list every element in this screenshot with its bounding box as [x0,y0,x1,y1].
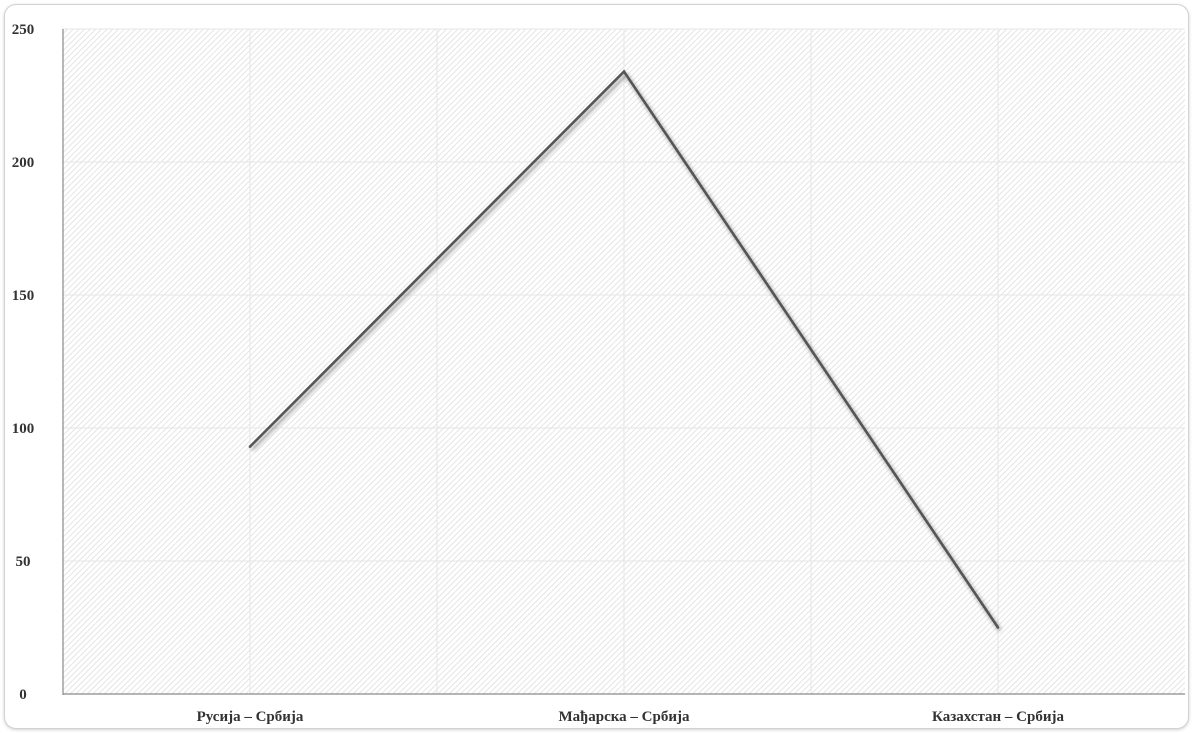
x-tick-label: Казахстан – Србија [932,709,1064,725]
y-tick-labels: 0 50 100 150 200 250 [12,22,35,703]
data-point [996,626,1000,629]
y-tick-label: 250 [12,22,35,38]
axes [62,29,1185,695]
y-tick-label: 100 [12,421,35,437]
x-tick-label: Русија – Србија [197,709,304,725]
x-tick-labels: Русија – Србија Мађарска – Србија Казахста… [197,709,1065,725]
x-tick-label: Мађарска – Србија [559,709,690,725]
y-tick-label: 50 [16,554,31,570]
data-point [622,70,626,73]
y-tick-label: 0 [19,687,27,703]
gridlines [63,28,1185,694]
data-point [248,445,252,448]
y-tick-label: 200 [12,155,35,171]
y-tick-label: 150 [12,288,35,304]
series-group [248,69,1000,629]
